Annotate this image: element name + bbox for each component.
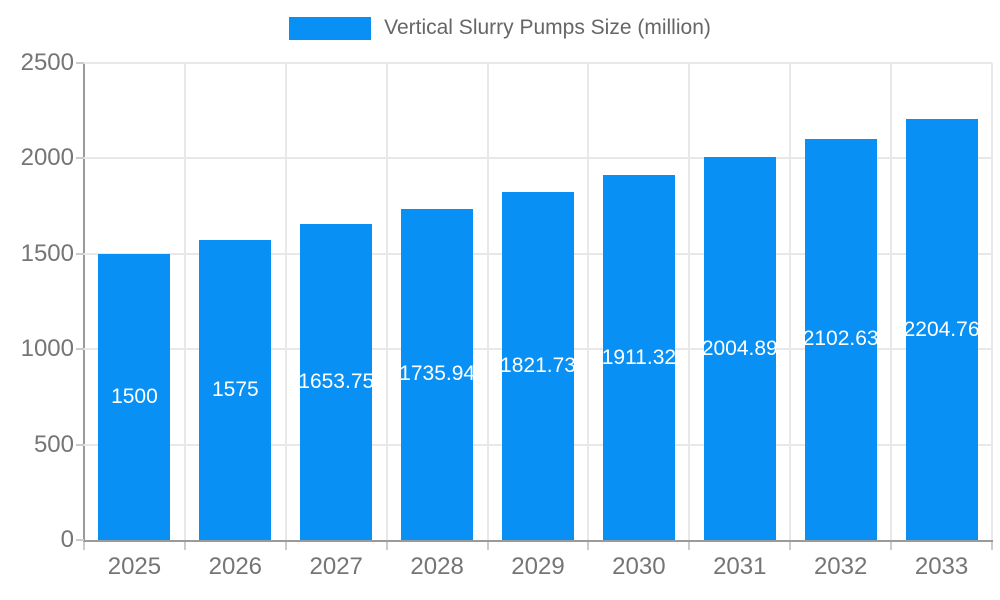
gridline-vertical — [486, 63, 489, 540]
y-axis-tick — [76, 252, 84, 255]
y-axis-line — [83, 62, 85, 542]
x-axis-tick-label: 2030 — [612, 553, 666, 580]
x-axis-tick-label: 2026 — [208, 553, 263, 580]
x-axis-tick-label: 2033 — [914, 553, 969, 580]
x-axis-tick-label: 2027 — [309, 553, 363, 580]
x-axis-tick — [385, 542, 388, 550]
gridline-vertical — [284, 63, 287, 540]
y-axis-tick-label: 0 — [60, 526, 74, 553]
gridline-vertical — [688, 63, 691, 540]
bar-2025[interactable]: 1500 — [98, 253, 171, 540]
x-axis-tick — [284, 542, 287, 550]
bar-2029[interactable]: 1821.73 — [502, 192, 574, 540]
bar-2030[interactable]: 1911.32 — [602, 175, 675, 540]
gridline-vertical — [789, 63, 792, 540]
legend-label: Vertical Slurry Pumps Size (million) — [384, 16, 711, 39]
y-axis-tick — [76, 539, 84, 541]
bar-2027[interactable]: 1653.75 — [300, 224, 373, 540]
y-axis-tick — [76, 157, 84, 160]
x-axis-tick-label: 2025 — [107, 553, 162, 580]
x-axis-tick — [486, 542, 489, 550]
x-axis-tick-label: 2031 — [713, 553, 767, 580]
legend-swatch — [289, 16, 372, 40]
gridline-vertical — [587, 63, 590, 540]
bar-2028[interactable]: 1735.94 — [401, 208, 474, 540]
x-axis-tick — [991, 542, 993, 550]
bar-value-label: 1735.94 — [401, 362, 474, 386]
x-axis-tick-label: 2032 — [813, 553, 868, 580]
bar-2032[interactable]: 2102.63 — [804, 138, 877, 540]
bar-value-label: 2102.63 — [804, 327, 877, 351]
bar-value-label: 1911.32 — [602, 345, 675, 369]
y-axis-tick-label: 1500 — [20, 239, 74, 267]
bar-value-label: 1500 — [111, 384, 158, 408]
gridline-vertical — [890, 63, 893, 540]
y-axis-tick-label: 2500 — [20, 49, 74, 76]
x-axis-tick — [587, 542, 590, 550]
x-axis-tick — [688, 542, 691, 550]
x-axis-tick — [789, 542, 792, 550]
bar-value-label: 1575 — [211, 377, 259, 401]
bar-2031[interactable]: 2004.89 — [703, 157, 776, 540]
gridline-vertical — [991, 63, 993, 540]
gridline-horizontal — [84, 157, 992, 160]
x-axis-tick — [890, 542, 893, 550]
bar-value-label: 2004.89 — [703, 336, 776, 360]
gridline-vertical — [183, 63, 186, 540]
bar-value-label: 1653.75 — [300, 370, 373, 394]
gridline-horizontal — [84, 62, 992, 64]
x-axis-tick-label: 2028 — [410, 553, 464, 580]
plot-area: 1500 1575 1653.75 1735.94 1821.73 1911.32 2004… — [84, 62, 993, 540]
x-axis-tick — [83, 542, 85, 550]
y-axis-tick — [76, 443, 84, 446]
bar-2026[interactable]: 1575 — [199, 239, 272, 540]
x-axis-tick — [183, 542, 186, 550]
y-axis-tick-label: 2000 — [20, 144, 74, 172]
y-axis-tick — [76, 348, 84, 351]
legend[interactable]: Vertical Slurry Pumps Size (million) — [0, 16, 1000, 40]
y-axis-tick — [76, 62, 84, 64]
x-axis-tick-label: 2029 — [511, 553, 565, 580]
bar-2033[interactable]: 2204.76 — [905, 119, 978, 540]
x-axis-line — [83, 540, 993, 542]
y-axis-tick-label: 1000 — [20, 335, 74, 363]
gridline-vertical — [385, 63, 388, 540]
bar-value-label: 1821.73 — [502, 354, 574, 378]
y-axis-tick-label: 500 — [33, 430, 74, 458]
bar-value-label: 2204.76 — [905, 317, 978, 341]
